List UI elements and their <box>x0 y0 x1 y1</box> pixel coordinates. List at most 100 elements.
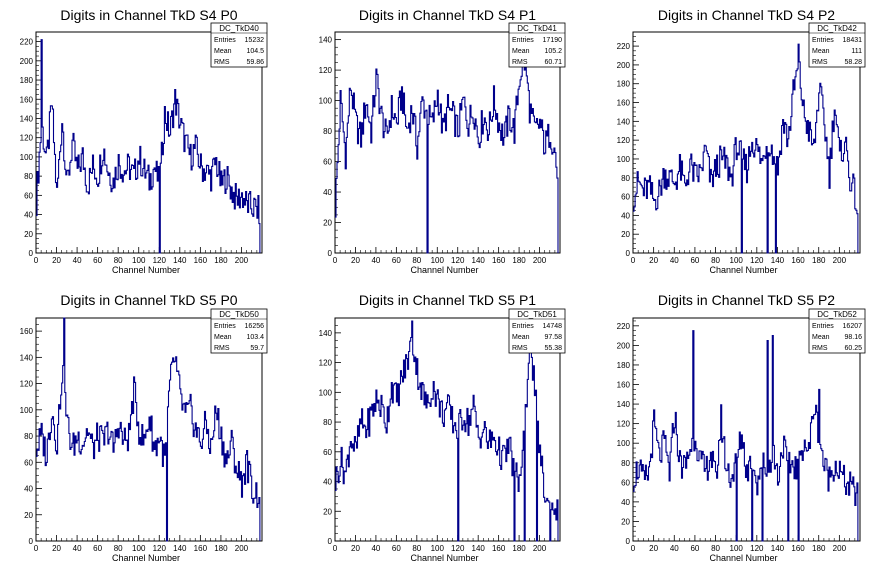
y-tick-label: 60 <box>621 478 630 487</box>
x-tick-label: 180 <box>512 544 526 553</box>
y-tick-label: 0 <box>29 537 34 546</box>
stats-value-mean: 103.4 <box>246 334 264 341</box>
y-tick-label: 200 <box>20 57 34 66</box>
histogram-line <box>633 330 859 542</box>
chart-panel-5: Digits in Channel TkD S5 P1 0 20 40 60 80 100 1… <box>319 292 566 563</box>
x-tick-label: 80 <box>412 256 421 265</box>
y-tick-label: 20 <box>323 219 332 228</box>
chart-panel-4: Digits in Channel TkD S5 P0 0 20 40 60 80 100 1… <box>20 292 268 563</box>
stats-box <box>210 22 268 68</box>
y-tick-label: 180 <box>20 76 34 85</box>
stats-value-rms: 58.28 <box>844 59 862 66</box>
chart-title: Digits in Channel TkD S4 P2 <box>658 7 835 23</box>
y-tick-label: 140 <box>617 400 631 409</box>
x-tick-label: 180 <box>812 256 826 265</box>
stats-value-rms: 59.86 <box>246 59 264 66</box>
y-tick-label: 40 <box>323 478 332 487</box>
x-tick-label: 160 <box>791 544 805 553</box>
chart-panel-6: Digits in Channel TkD S5 P2 0 20 40 60 80 100 1… <box>617 292 866 563</box>
stats-name: DC_TkD51 <box>517 310 557 319</box>
stats-value-rms: 55.38 <box>544 345 562 352</box>
x-tick-label: 80 <box>711 256 720 265</box>
chart-panel-2: Digits in Channel TkD S4 P1 0 20 40 60 80 100 1… <box>319 7 566 275</box>
chart-title: Digits in Channel TkD S4 P1 <box>359 7 536 23</box>
x-tick-label: 20 <box>52 544 61 553</box>
stats-label-entries: Entries <box>812 37 834 44</box>
stats-value-entries: 18431 <box>843 37 863 44</box>
y-tick-label: 60 <box>323 158 332 167</box>
y-tick-label: 100 <box>319 388 333 397</box>
y-tick-label: 200 <box>617 341 631 350</box>
stats-label-rms: RMS <box>512 345 528 352</box>
stats-value-mean: 97.58 <box>544 334 562 341</box>
y-tick-label: 220 <box>20 38 34 47</box>
stats-name: DC_TkD42 <box>817 24 857 33</box>
y-tick-label: 220 <box>617 322 631 331</box>
y-tick-label: 160 <box>617 381 631 390</box>
y-tick-label: 60 <box>24 458 33 467</box>
y-tick-label: 160 <box>617 99 631 108</box>
y-tick-label: 120 <box>617 420 631 429</box>
x-tick-label: 40 <box>670 544 679 553</box>
y-tick-label: 100 <box>617 439 631 448</box>
x-tick-label: 40 <box>371 256 380 265</box>
x-tick-label: 20 <box>649 544 658 553</box>
x-tick-label: 200 <box>235 256 249 265</box>
stats-box <box>808 308 866 354</box>
y-tick-label: 200 <box>617 61 631 70</box>
x-tick-label: 140 <box>173 256 187 265</box>
y-tick-label: 80 <box>323 418 332 427</box>
histogram-line <box>633 43 859 254</box>
y-tick-label: 20 <box>621 517 630 526</box>
y-tick-label: 0 <box>626 537 631 546</box>
stats-label-rms: RMS <box>812 59 828 66</box>
y-tick-label: 100 <box>20 153 34 162</box>
x-tick-label: 60 <box>392 544 401 553</box>
x-tick-label: 120 <box>451 544 465 553</box>
y-tick-label: 120 <box>319 66 333 75</box>
x-tick-label: 20 <box>52 256 61 265</box>
stats-name: DC_TkD41 <box>517 24 557 33</box>
x-tick-label: 140 <box>771 256 785 265</box>
x-tick-label: 0 <box>631 544 636 553</box>
x-tick-label: 20 <box>351 544 360 553</box>
histogram-line <box>335 53 559 254</box>
stats-label-mean: Mean <box>812 48 830 55</box>
x-tick-label: 200 <box>533 544 547 553</box>
stats-box <box>210 308 268 354</box>
x-axis-label: Channel Number <box>410 553 478 563</box>
x-tick-label: 160 <box>492 544 506 553</box>
x-axis-label: Channel Number <box>709 553 777 563</box>
stats-label-entries: Entries <box>512 37 534 44</box>
x-axis-label: Channel Number <box>709 265 777 275</box>
y-tick-label: 140 <box>20 114 34 123</box>
x-tick-label: 80 <box>711 544 720 553</box>
x-tick-label: 100 <box>132 256 146 265</box>
y-tick-label: 60 <box>621 193 630 202</box>
y-tick-label: 0 <box>626 249 631 258</box>
stats-label-entries: Entries <box>812 323 834 330</box>
y-tick-label: 40 <box>24 211 33 220</box>
x-tick-label: 200 <box>235 544 249 553</box>
stats-value-entries: 17190 <box>543 37 563 44</box>
x-tick-label: 0 <box>34 544 39 553</box>
stats-name: DC_TkD50 <box>219 310 259 319</box>
x-tick-label: 0 <box>333 544 338 553</box>
x-tick-label: 0 <box>34 256 39 265</box>
stats-box <box>808 22 866 68</box>
x-tick-label: 60 <box>93 544 102 553</box>
x-tick-label: 100 <box>730 256 744 265</box>
y-tick-label: 80 <box>24 432 33 441</box>
x-tick-label: 60 <box>392 256 401 265</box>
x-tick-label: 160 <box>194 256 208 265</box>
stats-label-mean: Mean <box>512 48 530 55</box>
x-tick-label: 200 <box>833 544 847 553</box>
y-tick-label: 180 <box>617 361 631 370</box>
x-tick-label: 80 <box>412 544 421 553</box>
x-tick-label: 60 <box>690 544 699 553</box>
y-tick-label: 0 <box>328 249 333 258</box>
stats-value-entries: 14748 <box>543 323 563 330</box>
histogram-line <box>335 320 559 542</box>
stats-label-mean: Mean <box>812 334 830 341</box>
x-tick-label: 160 <box>194 544 208 553</box>
